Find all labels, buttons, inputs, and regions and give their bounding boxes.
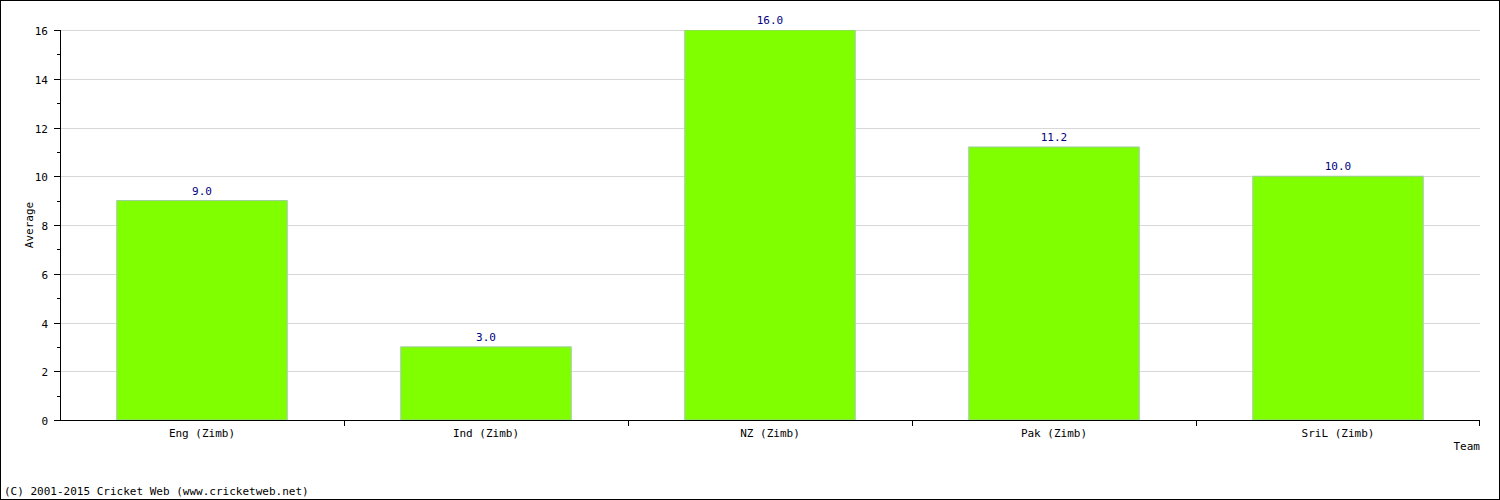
border (1, 1, 1500, 500)
x-axis-line (60, 420, 1480, 421)
data-label: 3.0 (476, 331, 496, 344)
y-tick (54, 274, 60, 275)
bars (117, 30, 1423, 420)
y-tick-label: 4 (41, 318, 48, 331)
y-tick (54, 371, 60, 372)
grid (60, 31, 1480, 421)
x-tick-label: NZ (Zimb) (740, 427, 800, 440)
y-minor-tick (57, 347, 60, 348)
y-minor-tick (57, 249, 60, 250)
y-tick-label: 10 (35, 171, 48, 184)
y-tick-label: 14 (35, 74, 49, 87)
bar (401, 347, 571, 420)
y-axis-label: Average (23, 202, 36, 248)
y-minor-tick (57, 54, 60, 55)
x-tick-label: Ind (Zimb) (453, 427, 519, 440)
y-minor-tick (57, 152, 60, 153)
y-tick (54, 128, 60, 129)
y-tick-label: 2 (41, 366, 48, 379)
y-tick-label: 8 (41, 220, 48, 233)
axes: 0 2 4 6 8 10 12 14 16 Eng (Zimb) Ind (Zimb) NZ (Zim… (35, 25, 1480, 441)
y-tick-label: 12 (35, 123, 48, 136)
bar (685, 30, 855, 420)
data-label: 11.2 (1041, 131, 1068, 144)
y-tick-label: 6 (41, 269, 48, 282)
y-minor-tick (57, 201, 60, 202)
chart-container: 0 2 4 6 8 10 12 14 16 Eng (Zimb) Ind (Zimb) NZ (Zim… (0, 0, 1500, 500)
y-tick (54, 323, 60, 324)
y-tick-label: 16 (35, 25, 48, 38)
x-separator-tick (912, 420, 913, 426)
data-label: 16.0 (757, 14, 784, 27)
x-tick-label: Pak (Zimb) (1021, 427, 1087, 440)
y-tick (54, 176, 60, 177)
grid-line (60, 420, 1480, 421)
data-label: 9.0 (192, 185, 212, 198)
x-axis-label: Team (1454, 440, 1481, 453)
x-tick-label: SriL (Zimb) (1302, 427, 1375, 440)
data-label: 10.0 (1325, 160, 1352, 173)
x-separator-tick (344, 420, 345, 426)
chart: 0 2 4 6 8 10 12 14 16 Eng (Zimb) Ind (Zimb) NZ (Zim… (0, 0, 1500, 500)
bar (969, 147, 1139, 420)
x-separator-tick (628, 420, 629, 426)
x-tick-label: Eng (Zimb) (169, 427, 235, 440)
bar (117, 201, 287, 420)
y-minor-tick (57, 103, 60, 104)
x-separator-tick (1479, 420, 1480, 426)
y-tick (54, 225, 60, 226)
y-tick (54, 30, 60, 31)
y-axis-line (60, 30, 61, 420)
y-minor-tick (57, 298, 60, 299)
y-tick-label: 0 (41, 415, 48, 428)
y-tick (54, 79, 60, 80)
data-labels: 9.0 3.0 16.0 11.2 10.0 (192, 14, 1351, 344)
y-minor-tick (57, 396, 60, 397)
bar (1253, 176, 1423, 420)
x-separator-tick (1196, 420, 1197, 426)
copyright-note: (C) 2001-2015 Cricket Web (www.cricketwe… (4, 485, 309, 498)
y-tick (54, 420, 60, 421)
